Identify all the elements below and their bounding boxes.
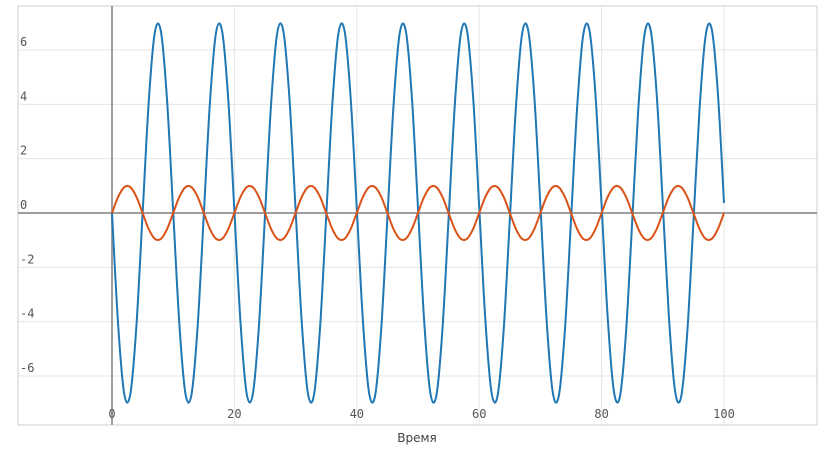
x-tick-label: 20: [227, 407, 241, 421]
x-tick-label: 60: [472, 407, 486, 421]
series-line-2: [111, 184, 725, 242]
x-tick-label: 100: [713, 407, 735, 421]
y-tick-label: -6: [20, 361, 34, 375]
y-tick-label: 0: [20, 198, 27, 212]
series-line-1: [111, 22, 725, 404]
x-tick-label: 0: [108, 407, 115, 421]
y-tick-label: 6: [20, 35, 27, 49]
plot-frame: [17, 5, 818, 426]
y-tick-label: -4: [20, 307, 34, 321]
x-axis-label: Время: [397, 431, 437, 445]
y-tick-label: 2: [20, 144, 27, 158]
y-tick-label: -2: [20, 252, 34, 266]
x-tick-label: 80: [594, 407, 608, 421]
x-tick-label: 40: [350, 407, 364, 421]
series-lines: [111, 22, 725, 404]
y-tick-label: 4: [20, 89, 27, 103]
